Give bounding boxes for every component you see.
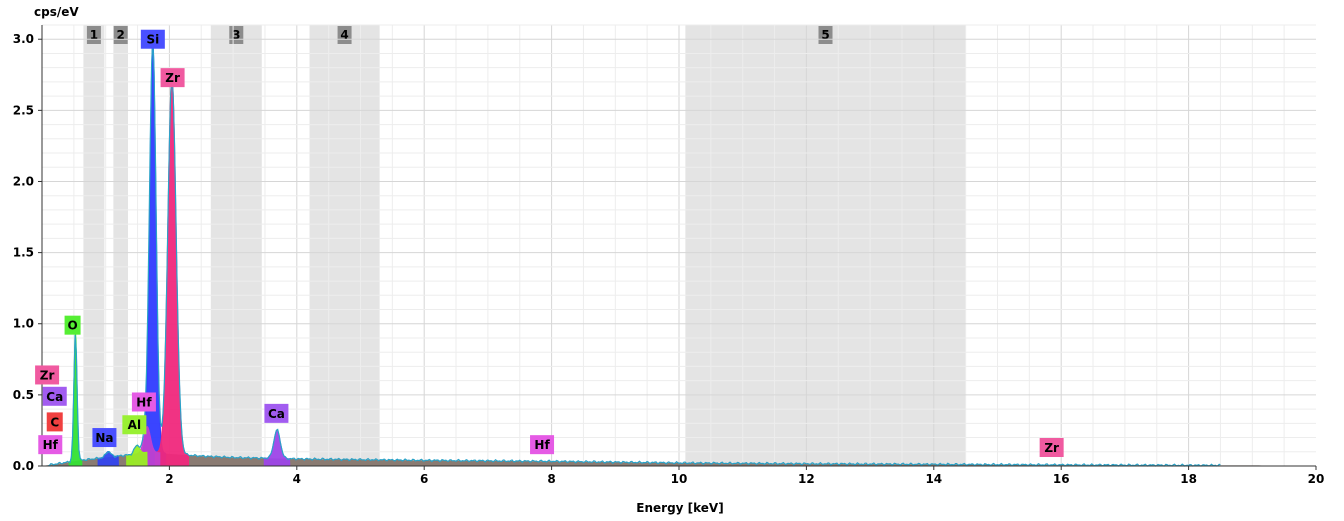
x-tick-label: 16 [1053, 472, 1070, 486]
element-tag-Hf [530, 435, 555, 455]
element-tag-Na [92, 428, 117, 448]
x-tick-label: 8 [547, 472, 555, 486]
spectrum-line [48, 37, 1221, 467]
region-label-5: 5 [821, 28, 829, 42]
element-label-Ca: Ca [46, 390, 63, 404]
energy-regions: 1 2 3 4 5 [83, 25, 966, 466]
region-band-4 [309, 25, 380, 466]
background-continuum [42, 451, 1316, 466]
element-label-Hf: Hf [136, 395, 152, 409]
y-tick-label: 2.5 [13, 103, 34, 117]
region-label-3: 3 [232, 28, 240, 42]
element-label-Hf: Hf [43, 438, 59, 452]
element-tag-Zr [35, 365, 60, 385]
element-label-C: C [50, 415, 59, 429]
region-band-3 [210, 25, 262, 466]
element-label-Al: Al [128, 418, 141, 432]
element-tag-O [64, 315, 81, 335]
region-label-2: 2 [116, 28, 124, 42]
region-label-4: 4 [340, 28, 348, 42]
region-label-1: 1 [90, 28, 98, 42]
element-label-O: O [67, 319, 77, 333]
element-label-Ca: Ca [268, 407, 285, 421]
x-tick-label: 18 [1180, 472, 1197, 486]
element-labels: Si Zr O Zr Ca C Hf Na Al Hf Ca Hf Zr [35, 29, 1064, 458]
element-label-Zr: Zr [1044, 441, 1059, 455]
element-tag-C [46, 412, 63, 432]
y-tick-label: 2.0 [13, 174, 34, 188]
element-label-Zr: Zr [40, 368, 55, 382]
x-tick-label: 4 [293, 472, 301, 486]
y-tick-label: 1.0 [13, 317, 34, 331]
axes: 2 4 6 8 10 12 14 16 18 200.00.51.01.52.02.53.0 [13, 25, 1325, 486]
spectrum [42, 37, 1316, 467]
element-tag-Ca [264, 403, 289, 423]
x-tick-label: 10 [671, 472, 688, 486]
y-tick-label: 1.5 [13, 246, 34, 260]
element-tag-Al [122, 415, 147, 435]
region-band-1 [83, 25, 105, 466]
grid [42, 24, 1316, 466]
x-tick-label: 2 [165, 472, 173, 486]
y-tick-label: 3.0 [13, 32, 34, 46]
y-tick-label: 0.5 [13, 388, 34, 402]
element-label-Na: Na [95, 431, 113, 445]
element-tag-Si [140, 29, 165, 49]
x-axis-title: Energy [keV] [636, 501, 723, 515]
element-tag-Ca [42, 386, 67, 406]
region-band-2 [113, 25, 128, 466]
x-tick-label: 14 [925, 472, 942, 486]
element-label-Hf: Hf [534, 438, 550, 452]
element-tag-Zr [160, 68, 185, 88]
region-band-5 [685, 25, 966, 466]
element-label-Si: Si [146, 33, 159, 47]
x-tick-label: 6 [420, 472, 428, 486]
element-tag-Hf [131, 392, 156, 412]
y-tick-label: 0.0 [13, 459, 34, 473]
element-label-Zr: Zr [165, 71, 180, 85]
element-tag-Hf [38, 435, 63, 455]
y-axis-title: cps/eV [34, 5, 79, 19]
x-tick-label: 12 [798, 472, 815, 486]
x-tick-label: 20 [1308, 472, 1325, 486]
element-tag-Zr [1039, 438, 1064, 458]
